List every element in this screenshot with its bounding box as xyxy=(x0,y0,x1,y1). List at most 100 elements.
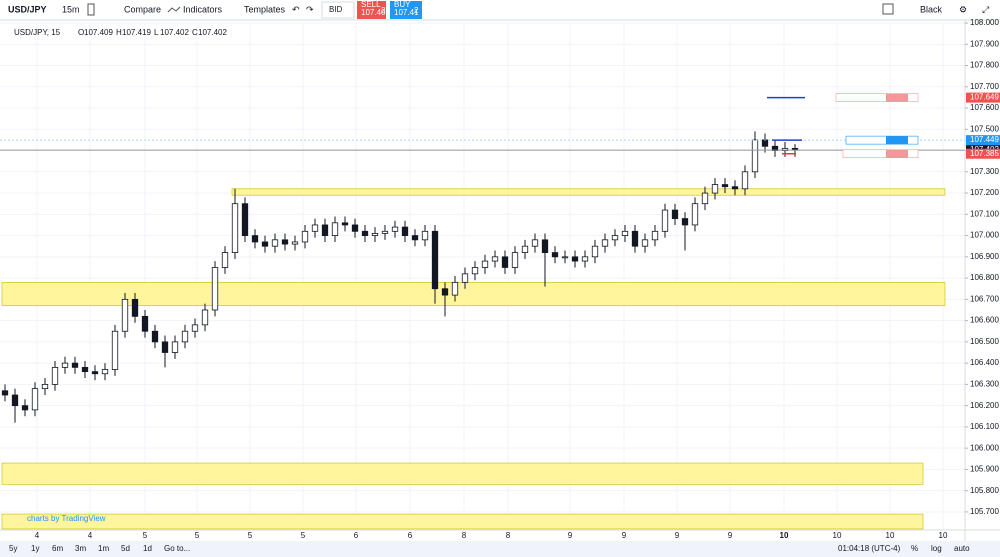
checkbox[interactable] xyxy=(882,3,894,15)
x-tick-label: 9 xyxy=(568,531,573,540)
y-tick-label: 107.300 xyxy=(970,167,999,176)
candle-body xyxy=(541,239,549,253)
candle-body xyxy=(431,230,439,290)
watermark[interactable]: charts by TradingView xyxy=(27,514,106,523)
range-button[interactable]: 1y xyxy=(31,544,39,553)
x-tick-label: 5 xyxy=(143,531,148,540)
candle-icon[interactable] xyxy=(87,3,95,16)
range-button[interactable]: 5d xyxy=(121,544,130,553)
y-tick-label: 105.700 xyxy=(970,507,999,516)
candle-body xyxy=(71,362,79,368)
buy-pip: 2 xyxy=(414,6,419,15)
candle-body xyxy=(41,383,49,390)
candle-body xyxy=(671,209,679,219)
candle-body xyxy=(251,235,259,243)
indicators[interactable]: Indicators xyxy=(183,4,223,14)
candle-body xyxy=(201,309,209,326)
y-tick-label: 108.000 xyxy=(970,18,999,27)
y-tick-label: 106.900 xyxy=(970,252,999,261)
x-tick-label: 10 xyxy=(833,531,842,540)
candle-body xyxy=(301,230,309,243)
y-tick-label: 106.200 xyxy=(970,401,999,410)
y-tick-label: 107.800 xyxy=(970,61,999,70)
candle-body xyxy=(61,362,69,368)
templates[interactable]: Templates xyxy=(244,4,286,14)
candle-body xyxy=(181,330,189,343)
candle-body xyxy=(231,203,239,253)
candle-body xyxy=(211,267,219,311)
candle-body xyxy=(421,230,429,241)
legend-key: O xyxy=(78,28,84,37)
legend-symbol: USD/JPY, 15 xyxy=(14,28,61,37)
candle-body xyxy=(731,186,739,190)
bid[interactable]: BID xyxy=(329,5,343,14)
candle-body xyxy=(91,371,99,375)
range-button[interactable]: 1d xyxy=(143,544,152,553)
y-tick-label: 106.500 xyxy=(970,337,999,346)
y-tick-label: 107.600 xyxy=(970,103,999,112)
x-tick-label: 5 xyxy=(248,531,253,540)
legend-value: 107.402 xyxy=(198,28,227,37)
y-tick-label: 107.700 xyxy=(970,82,999,91)
undo[interactable]: ↶ xyxy=(292,4,300,14)
symbol[interactable]: USD/JPY xyxy=(8,4,47,14)
scale-option[interactable]: log xyxy=(931,544,942,553)
bid-select[interactable] xyxy=(321,1,355,19)
indicators-icon[interactable] xyxy=(167,6,181,13)
candle-body xyxy=(191,324,199,332)
price-label-bg xyxy=(966,92,1000,103)
x-tick-label: 6 xyxy=(408,531,413,540)
range-button[interactable]: Go to... xyxy=(164,544,190,553)
compare[interactable]: Compare xyxy=(124,4,161,14)
x-tick-label: 9 xyxy=(728,531,733,540)
buy-button[interactable] xyxy=(390,1,422,19)
scale-option[interactable]: auto xyxy=(954,544,970,553)
redo[interactable]: ↷ xyxy=(306,4,314,14)
candle-body xyxy=(371,233,379,236)
y-tick-label: 106.000 xyxy=(970,443,999,452)
theme[interactable]: Black xyxy=(920,4,943,14)
candle-body xyxy=(551,252,559,258)
x-tick-label: 8 xyxy=(506,531,511,540)
legend-value: 107.409 xyxy=(84,28,113,37)
range-button[interactable]: 1m xyxy=(98,544,109,553)
candle-body xyxy=(21,405,29,411)
candle-body xyxy=(291,241,299,245)
sell-button[interactable] xyxy=(357,1,386,19)
range-button[interactable]: 3m xyxy=(75,544,86,553)
range-button[interactable]: 6m xyxy=(52,544,63,553)
candle-body xyxy=(531,239,539,247)
candle-body xyxy=(641,239,649,247)
candle-body xyxy=(261,241,269,247)
candle-body xyxy=(581,256,589,262)
candle-body xyxy=(631,230,639,247)
price-label: 107.649 xyxy=(970,93,999,102)
sell-price: 107.40 xyxy=(361,8,386,17)
legend-key: L xyxy=(154,28,159,37)
candle-body xyxy=(701,192,709,205)
candle-body xyxy=(361,230,369,236)
candle-body xyxy=(721,184,729,188)
candle-body xyxy=(271,239,279,247)
candle-body xyxy=(341,222,349,226)
candle-body xyxy=(761,139,769,147)
x-tick-label: 10 xyxy=(886,531,895,540)
range-button[interactable]: 5y xyxy=(9,544,17,553)
interval[interactable]: 15m xyxy=(62,4,80,14)
settings[interactable]: ⚙ xyxy=(959,4,967,14)
candle-body xyxy=(391,226,399,232)
x-tick-label: 5 xyxy=(195,531,200,540)
scale-option[interactable]: % xyxy=(911,544,918,553)
candle-body xyxy=(441,288,449,296)
candle-body xyxy=(81,366,89,373)
candle-body xyxy=(621,230,629,236)
zone xyxy=(231,188,946,196)
fullscreen[interactable]: ⤢ xyxy=(981,4,989,14)
candle-body xyxy=(461,273,469,283)
candle-body xyxy=(101,369,109,375)
candle-body xyxy=(451,281,459,296)
candle-body xyxy=(111,330,119,370)
take-profit-box xyxy=(835,93,919,102)
y-tick-label: 106.400 xyxy=(970,358,999,367)
